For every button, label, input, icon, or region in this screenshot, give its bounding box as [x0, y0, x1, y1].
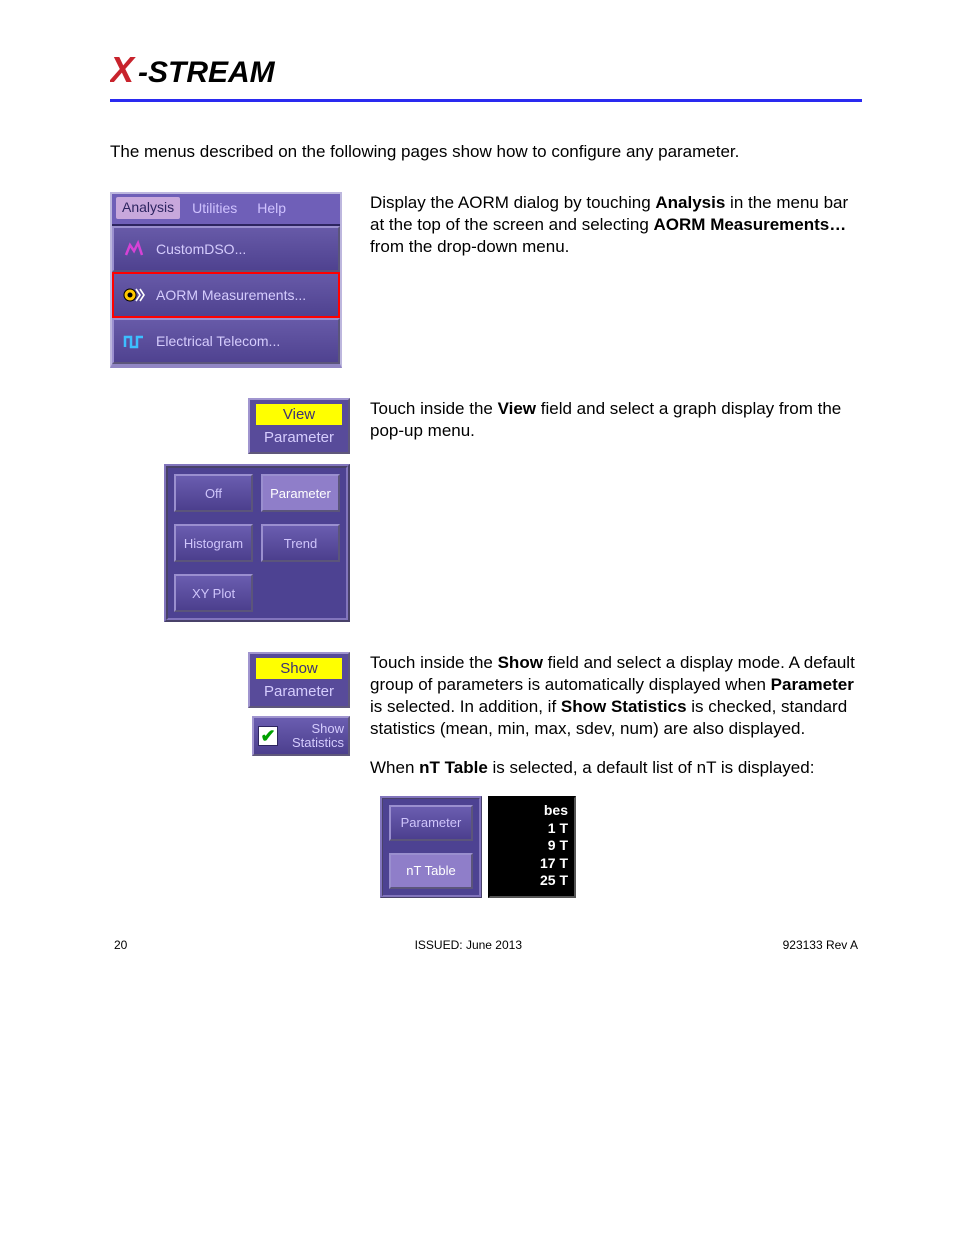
issued-date: ISSUED: June 2013 — [154, 938, 783, 952]
nt-panel: Parameter nT Table bes 1 T 9 T 17 T 25 T — [380, 796, 862, 898]
row2-description: Touch inside the View field and select a… — [360, 398, 862, 622]
row-view-parameter: View Parameter Off Parameter Histogram T… — [110, 398, 862, 622]
row1-description: Display the AORM dialog by touching Anal… — [360, 192, 862, 368]
intro-text: The menus described on the following pag… — [110, 142, 862, 162]
page: X -STREAM The menus described on the fol… — [0, 0, 954, 1012]
analysis-dropdown-screenshot: Analysis Utilities Help CustomDSO... — [110, 192, 342, 368]
ref-parameter: Parameter — [771, 675, 854, 694]
nt-value: bes — [496, 802, 568, 820]
menu-item-label: Electrical Telecom... — [156, 333, 280, 349]
ref-analysis: Analysis — [655, 193, 725, 212]
checkmark-icon: ✔ — [260, 729, 275, 743]
menu-item-label: AORM Measurements... — [156, 287, 306, 303]
logo-stream-glyph: -STREAM — [138, 56, 276, 89]
stats-line1: Show — [311, 721, 344, 736]
show-parameter-button[interactable]: Show Parameter — [248, 652, 350, 708]
row3-description: Touch inside the Show field and select a… — [360, 652, 862, 898]
ref-nt-table: nT Table — [419, 758, 488, 777]
view-option-parameter[interactable]: Parameter — [261, 474, 340, 512]
parameter-label: Parameter — [250, 681, 348, 702]
show-mode-popup: Parameter nT Table — [380, 796, 482, 898]
view-option-off[interactable]: Off — [174, 474, 253, 512]
show-label: Show — [256, 658, 342, 679]
view-parameter-button[interactable]: View Parameter — [248, 398, 350, 454]
customdso-icon — [120, 235, 148, 263]
checkbox-icon: ✔ — [258, 726, 278, 746]
menu-utilities[interactable]: Utilities — [182, 194, 247, 224]
menu-bar: Analysis Utilities Help — [112, 194, 340, 226]
nt-value: 1 T — [496, 820, 568, 838]
nt-value: 9 T — [496, 837, 568, 855]
doc-rev: 923133 Rev A — [783, 938, 858, 952]
ref-view: View — [498, 399, 536, 418]
parameter-label: Parameter — [250, 427, 348, 448]
menu-items: CustomDSO... AORM Measurements... — [112, 226, 340, 364]
menu-item-customdso[interactable]: CustomDSO... — [112, 226, 340, 272]
page-header: X -STREAM — [110, 50, 862, 102]
view-label: View — [256, 404, 342, 425]
ref-aorm-measurements: AORM Measurements… — [654, 215, 847, 234]
nt-value: 25 T — [496, 872, 568, 890]
logo-x-glyph: X — [110, 50, 136, 90]
show-mode-parameter[interactable]: Parameter — [389, 805, 473, 841]
page-footer: 20 ISSUED: June 2013 923133 Rev A — [110, 938, 862, 952]
show-mode-nt-table[interactable]: nT Table — [389, 853, 473, 889]
stats-line2: Statistics — [292, 735, 344, 750]
view-option-trend[interactable]: Trend — [261, 524, 340, 562]
aorm-icon — [120, 281, 148, 309]
view-option-xyplot[interactable]: XY Plot — [174, 574, 253, 612]
view-option-histogram[interactable]: Histogram — [174, 524, 253, 562]
telecom-icon — [120, 327, 148, 355]
menu-analysis[interactable]: Analysis — [116, 197, 180, 219]
row-show-parameter: Show Parameter ✔ Show Statistics Touch i… — [110, 652, 862, 898]
menu-help[interactable]: Help — [247, 194, 296, 224]
nt-value: 17 T — [496, 855, 568, 873]
menu-item-electrical-telecom[interactable]: Electrical Telecom... — [112, 318, 340, 364]
row-aorm-menu: Analysis Utilities Help CustomDSO... — [110, 192, 862, 368]
view-popup: Off Parameter Histogram Trend XY Plot — [164, 464, 350, 622]
ref-show-statistics: Show Statistics — [561, 697, 687, 716]
page-number: 20 — [114, 938, 154, 952]
menu-item-aorm[interactable]: AORM Measurements... — [112, 272, 340, 318]
menu-item-label: CustomDSO... — [156, 241, 246, 257]
ref-show: Show — [498, 653, 543, 672]
xstream-logo: X -STREAM — [110, 50, 350, 95]
show-statistics-checkbox[interactable]: ✔ Show Statistics — [252, 716, 350, 756]
nt-value-list: bes 1 T 9 T 17 T 25 T — [488, 796, 576, 898]
